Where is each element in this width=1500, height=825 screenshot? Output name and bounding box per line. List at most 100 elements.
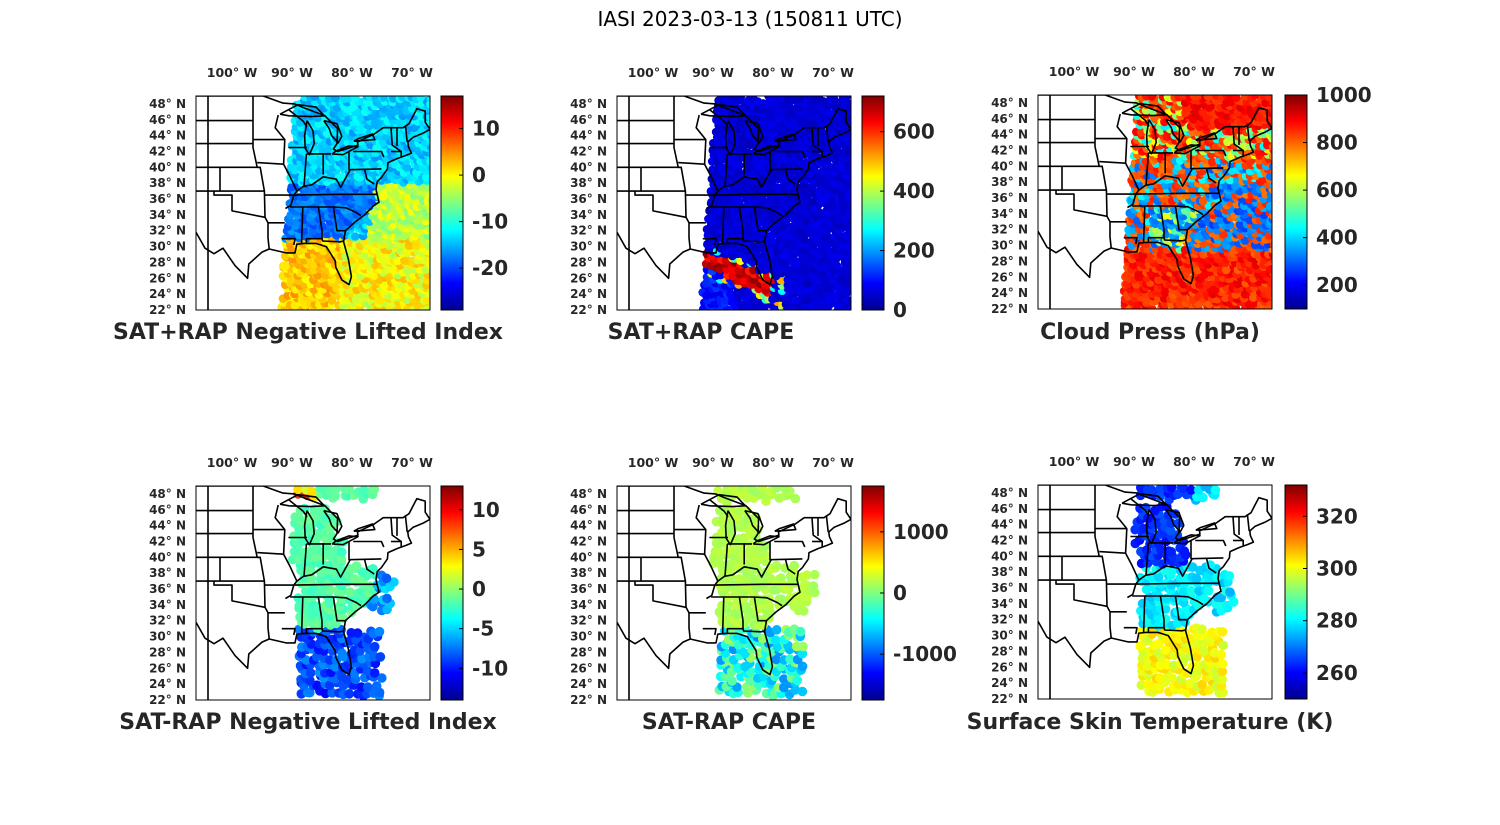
data-point bbox=[333, 103, 342, 112]
data-point bbox=[369, 486, 380, 494]
lat-tick-label: 36° N bbox=[149, 582, 186, 596]
state-border bbox=[678, 161, 705, 165]
state-border bbox=[739, 206, 783, 217]
data-point bbox=[357, 567, 367, 577]
great-lake-shore bbox=[724, 120, 736, 156]
data-point bbox=[345, 587, 355, 597]
data-point bbox=[292, 546, 302, 557]
colorbar-tick-label: 200 bbox=[893, 239, 935, 263]
data-point bbox=[350, 574, 360, 584]
data-point bbox=[823, 232, 832, 241]
state-border bbox=[213, 581, 266, 609]
colorbar-tick-label: 800 bbox=[1316, 131, 1358, 155]
state-border bbox=[1099, 160, 1126, 164]
lat-tick-label: 46° N bbox=[149, 113, 186, 127]
data-point bbox=[398, 96, 407, 102]
data-point bbox=[771, 635, 781, 645]
state-border bbox=[1174, 205, 1188, 231]
state-border bbox=[1246, 124, 1250, 142]
state-border bbox=[695, 114, 719, 210]
lat-tick-label: 26° N bbox=[991, 270, 1028, 284]
data-point bbox=[331, 486, 341, 494]
lat-tick-label: 24° N bbox=[991, 286, 1028, 300]
data-point bbox=[749, 183, 758, 192]
panel-title: SAT+RAP CAPE bbox=[607, 320, 795, 345]
data-point bbox=[1147, 95, 1157, 101]
data-point bbox=[355, 646, 365, 656]
data-point bbox=[771, 560, 782, 571]
state-border bbox=[302, 206, 323, 244]
data-points bbox=[698, 96, 851, 310]
lat-tick-label: 48° N bbox=[991, 96, 1028, 110]
state-border bbox=[404, 515, 408, 533]
lat-tick-label: 46° N bbox=[149, 503, 186, 517]
data-point bbox=[377, 673, 387, 683]
data-point bbox=[293, 593, 304, 603]
data-point bbox=[1245, 215, 1255, 225]
lat-tick-label: 40° N bbox=[991, 159, 1028, 173]
data-point bbox=[385, 183, 394, 192]
lat-tick-label: 44° N bbox=[149, 519, 186, 533]
lat-tick-label: 34° N bbox=[570, 208, 607, 222]
map-frame bbox=[195, 95, 431, 311]
data-point bbox=[721, 256, 731, 265]
lat-tick-label: 48° N bbox=[149, 97, 186, 111]
state-border bbox=[363, 169, 375, 185]
map-area bbox=[196, 486, 430, 700]
geography-lines bbox=[1038, 95, 1272, 309]
map-svg: 100° W 90° W 80° W 70° W48° N46° N44° N42° … bbox=[570, 65, 935, 322]
lat-tick-label: 30° N bbox=[149, 240, 186, 254]
us-coastline bbox=[617, 96, 851, 286]
colorbar-tick-label: -20 bbox=[472, 256, 508, 280]
data-point bbox=[336, 554, 347, 564]
data-point bbox=[714, 558, 725, 569]
data-point bbox=[805, 96, 815, 102]
data-point bbox=[311, 618, 321, 629]
data-point bbox=[427, 196, 430, 205]
state-border bbox=[1205, 168, 1217, 184]
us-coastline bbox=[196, 96, 430, 286]
data-point bbox=[814, 96, 824, 102]
state-border bbox=[753, 206, 767, 232]
data-point bbox=[845, 275, 851, 284]
data-point bbox=[828, 196, 838, 206]
lat-tick-label: 40° N bbox=[149, 550, 186, 564]
data-point bbox=[814, 207, 823, 217]
colorbar-tick-label: 1000 bbox=[1316, 83, 1372, 107]
data-point bbox=[290, 300, 300, 310]
lat-tick-label: 48° N bbox=[570, 97, 607, 111]
data-point bbox=[727, 676, 737, 686]
lat-tick-label: 46° N bbox=[570, 113, 607, 127]
great-lake-shore bbox=[774, 133, 797, 142]
lat-tick-label: 30° N bbox=[991, 239, 1028, 253]
data-point bbox=[312, 680, 322, 690]
data-point bbox=[285, 217, 295, 227]
state-border bbox=[1232, 126, 1244, 156]
data-point bbox=[1269, 181, 1272, 190]
data-point bbox=[342, 675, 353, 685]
colorbar-tick-label: 600 bbox=[1316, 178, 1358, 202]
us-coastline bbox=[196, 486, 430, 676]
state-border bbox=[363, 559, 375, 575]
state-border bbox=[303, 543, 308, 577]
data-point bbox=[771, 625, 782, 635]
lat-tick-label: 36° N bbox=[991, 191, 1028, 205]
colorbar-tick-label: 10 bbox=[472, 117, 500, 141]
state-border bbox=[332, 206, 346, 232]
state-border bbox=[332, 596, 346, 622]
state-border bbox=[711, 206, 725, 244]
state-border bbox=[281, 627, 296, 636]
lat-tick-label: 44° N bbox=[570, 129, 607, 143]
lat-tick-label: 38° N bbox=[570, 176, 607, 190]
data-point bbox=[1193, 95, 1203, 100]
lat-tick-label: 24° N bbox=[149, 287, 186, 301]
map-svg: 100° W 90° W 80° W 70° W48° N46° N44° N42° … bbox=[570, 455, 957, 707]
lat-tick-label: 36° N bbox=[149, 192, 186, 206]
state-border bbox=[825, 125, 829, 143]
data-point bbox=[337, 648, 347, 659]
map-panel-nli-plus: 100° W 90° W 80° W 70° W 48° N 46° N 44° N 42° … bbox=[105, 60, 525, 360]
data-point bbox=[741, 601, 751, 612]
data-point bbox=[842, 96, 851, 101]
state-border bbox=[715, 193, 798, 196]
great-lake-shore bbox=[303, 510, 315, 546]
